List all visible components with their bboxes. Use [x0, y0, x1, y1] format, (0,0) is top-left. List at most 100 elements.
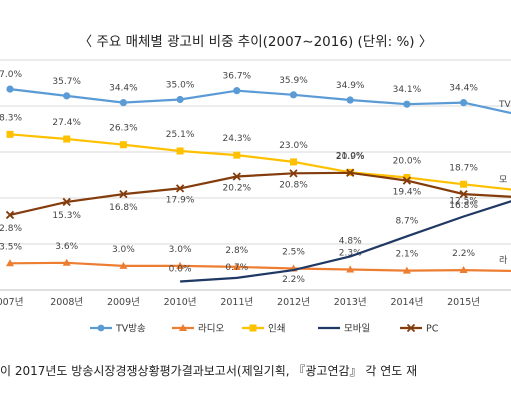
data-label: 25.1%: [166, 130, 195, 140]
data-label: 3.6%: [55, 242, 78, 252]
data-label: 20.8%: [279, 180, 308, 190]
data-point: [119, 99, 127, 107]
source-note: 이 2017년도 방송시장경쟁상황평가결과보고서(제일기획, 『광고연감』 각 …: [0, 364, 418, 378]
data-point: [176, 147, 184, 155]
data-point: [290, 158, 297, 166]
data-label: 2.8%: [225, 246, 248, 256]
data-point: [63, 92, 71, 100]
data-label: 2.1%: [395, 250, 418, 260]
data-label: 2.8%: [0, 224, 22, 234]
data-label: 16.8%: [109, 203, 138, 213]
data-label: 2.2%: [282, 275, 305, 285]
data-point: [233, 151, 241, 159]
x-tick-label: 2014년: [390, 297, 423, 308]
legend-marker: [179, 324, 187, 331]
data-point: [346, 265, 355, 273]
data-point: [176, 261, 185, 269]
data-label: 3.0%: [112, 245, 135, 255]
data-label: 35.9%: [279, 76, 308, 86]
data-point: [6, 259, 14, 267]
data-point: [5, 210, 15, 220]
legend-label: PC: [426, 324, 439, 335]
data-label: 20.9%: [336, 152, 365, 162]
data-label: 12.5%: [449, 197, 478, 207]
data-point: [460, 99, 468, 107]
x-tick-label: 2009년: [107, 297, 140, 308]
x-tick-label: 2012년: [277, 297, 310, 308]
data-label: 26.3%: [109, 124, 138, 134]
legend-marker: [406, 323, 416, 333]
data-label: 21.0%: [336, 151, 365, 161]
x-tick-label: 2010년: [164, 297, 197, 308]
series-line: [9, 88, 511, 115]
data-label: 35.0%: [166, 81, 195, 91]
data-label: 17.9%: [166, 195, 195, 205]
data-point: [62, 258, 71, 266]
data-label: 4.8%: [339, 237, 362, 247]
data-point: [63, 135, 71, 143]
legend-label: 인쇄: [268, 324, 285, 335]
data-point: [403, 100, 411, 108]
data-point: [119, 190, 128, 199]
data-point: [346, 168, 355, 177]
data-label: 20.0%: [393, 157, 422, 167]
data-label: 36.7%: [223, 72, 252, 82]
data-label: 3.0%: [169, 245, 192, 255]
data-label: 34.4%: [109, 84, 138, 94]
data-point: [6, 85, 14, 93]
data-point: [459, 190, 468, 199]
x-tick-label: 2008년: [50, 297, 83, 308]
x-tick-label: 2013년: [334, 297, 367, 308]
legend-marker: [249, 324, 257, 332]
data-label: 15.3%: [52, 211, 81, 221]
series-line: [9, 261, 511, 273]
x-tick-label: 2011년: [220, 297, 253, 308]
data-label: 2.3%: [339, 249, 362, 259]
data-label: 20.2%: [223, 183, 252, 193]
data-label: 35.7%: [52, 77, 81, 87]
data-point: [232, 262, 241, 270]
data-label: 0.7%: [225, 263, 248, 273]
data-point: [175, 184, 185, 193]
data-label: 23.0%: [279, 141, 308, 151]
x-tick-label: 2015년: [447, 297, 480, 308]
data-point: [459, 266, 468, 274]
data-label: 0.0%: [169, 265, 192, 275]
data-point: [233, 87, 241, 95]
data-point: [176, 95, 184, 104]
data-label: 34.1%: [393, 85, 422, 95]
data-point: [232, 172, 241, 181]
data-label: 2.2%: [452, 249, 475, 259]
data-label: 7.0%: [0, 70, 22, 80]
data-label: 8.3%: [0, 113, 22, 123]
x-tick-label: 007년: [0, 297, 23, 308]
data-label: 8.7%: [395, 216, 418, 226]
data-label: 3.5%: [0, 242, 22, 252]
data-point: [402, 176, 412, 185]
series-line: [180, 200, 511, 283]
data-label: 27.4%: [52, 118, 81, 128]
data-point: [6, 130, 14, 138]
legend-label: TV방송: [115, 324, 146, 335]
series-end-label: 모: [499, 176, 507, 186]
data-point: [346, 96, 354, 104]
data-point: [403, 174, 411, 181]
data-label: 16.8%: [449, 201, 478, 211]
data-point: [119, 141, 127, 149]
series-end-label: TV: [498, 100, 511, 110]
data-point: [402, 266, 411, 274]
data-label: 24.3%: [223, 134, 252, 144]
data-point: [289, 91, 298, 99]
series-end-label: 라: [499, 255, 508, 266]
data-label: 2.5%: [282, 248, 305, 258]
data-point: [289, 169, 298, 178]
data-label: 19.4%: [393, 188, 422, 198]
legend-marker: [97, 324, 105, 332]
chart-title: 〈 주요 매체별 광고비 비중 추이(2007∼2016) (단위: %) 〉: [78, 34, 433, 50]
series-line: [9, 171, 511, 216]
legend-label: 라디오: [198, 324, 224, 335]
data-point: [62, 197, 71, 207]
data-point: [119, 261, 128, 269]
data-label: 18.7%: [449, 163, 478, 173]
